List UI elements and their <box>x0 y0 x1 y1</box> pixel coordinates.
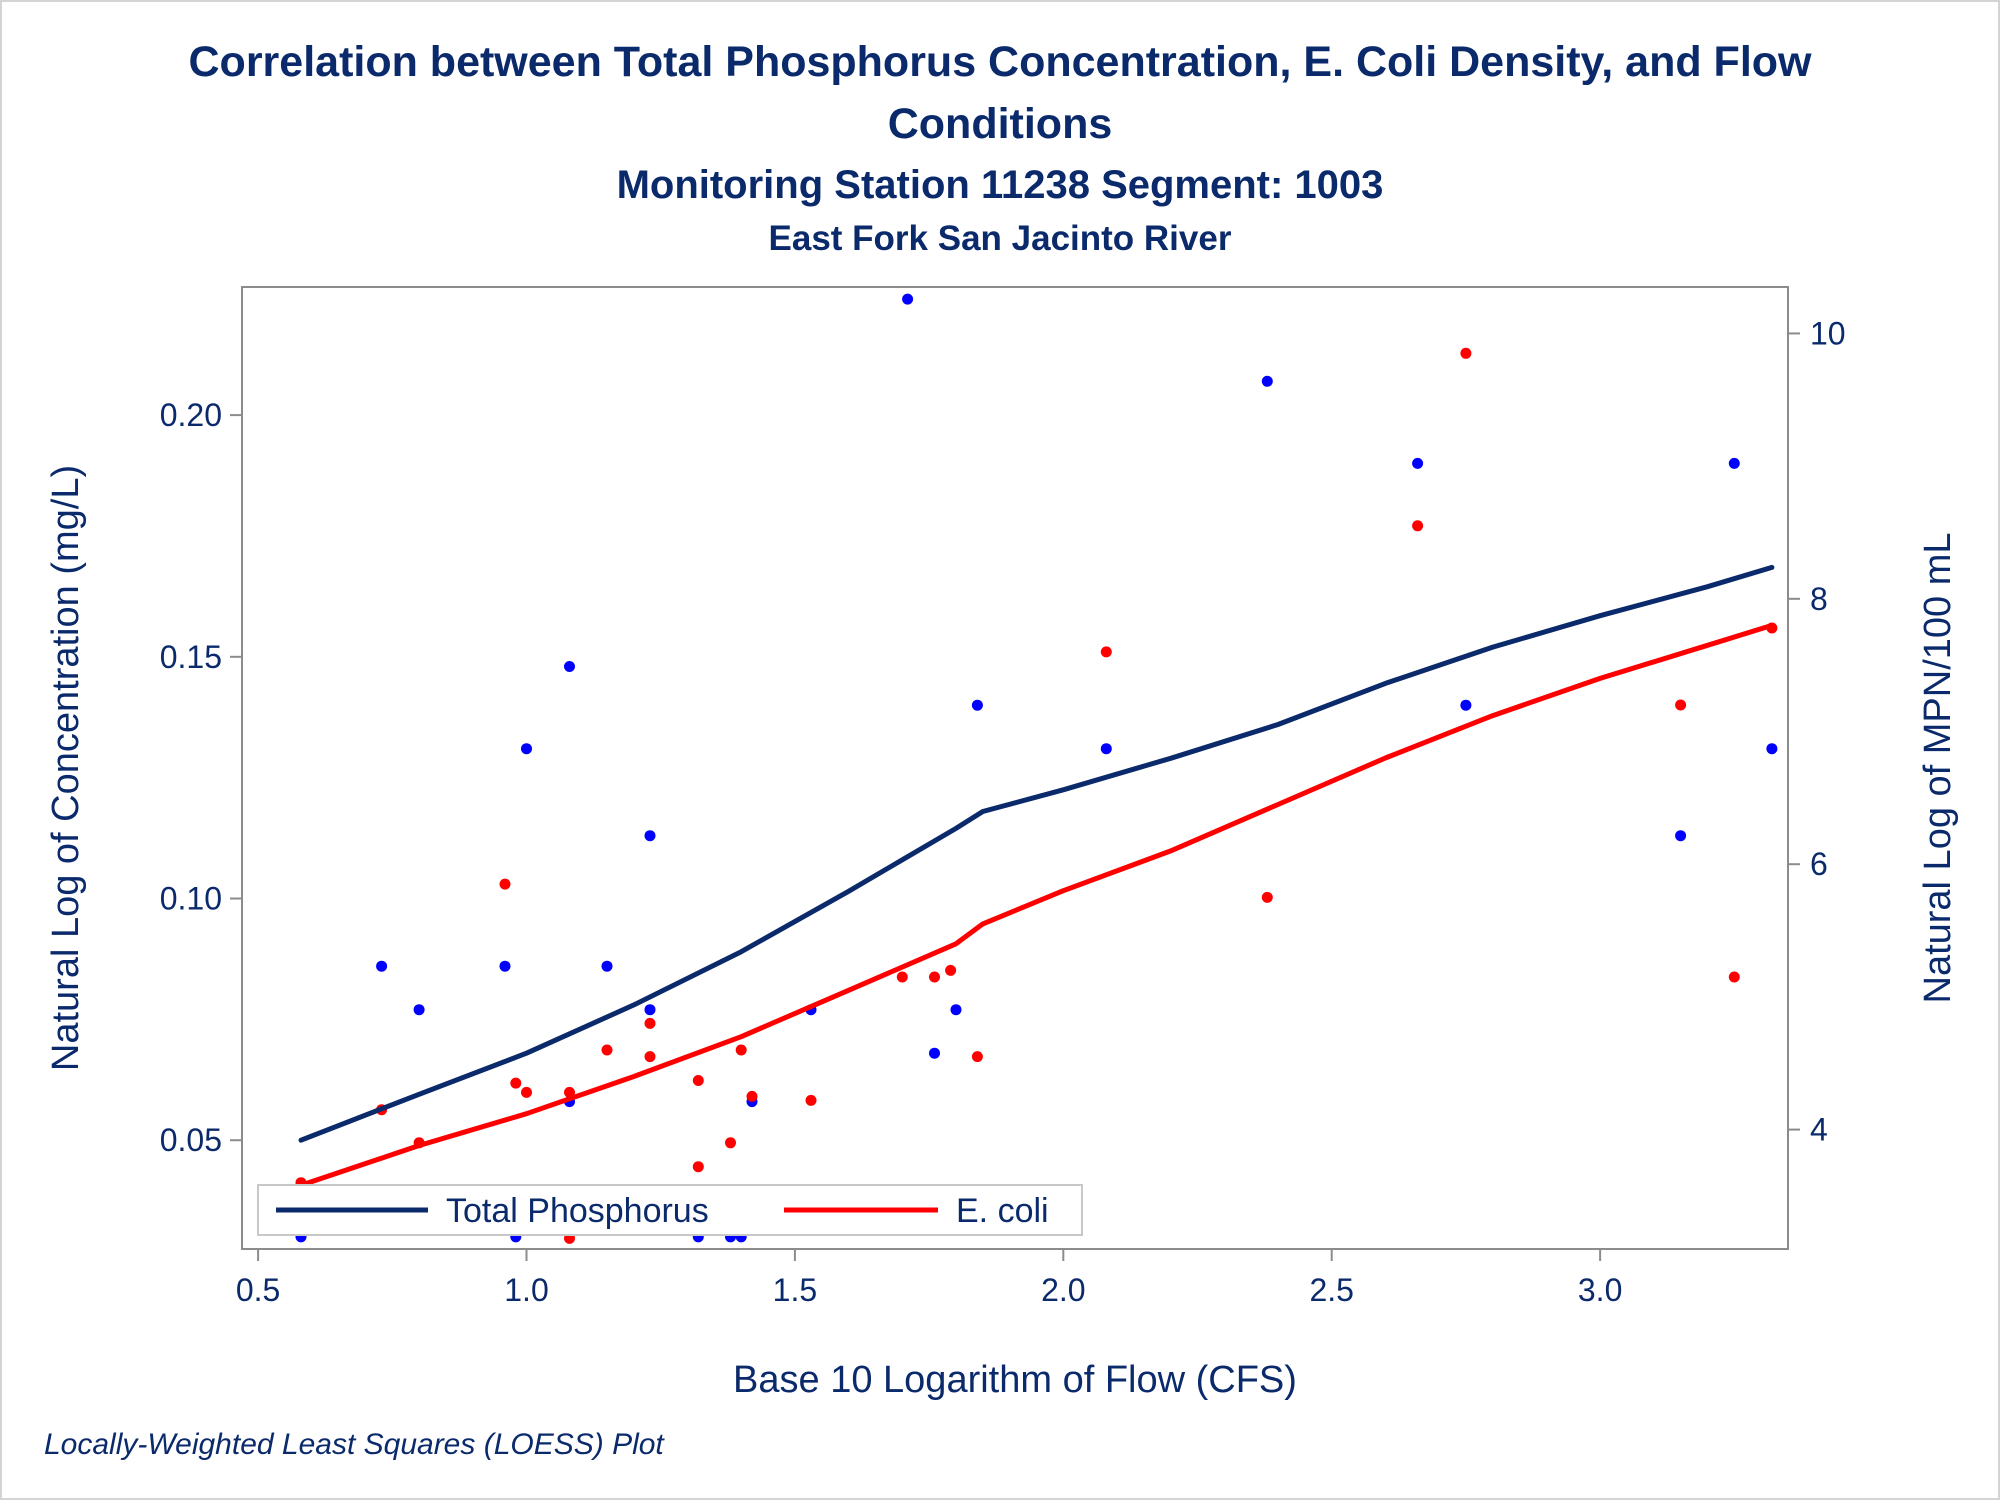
ecoli-data-point <box>644 1051 656 1063</box>
x-tick-label: 0.5 <box>236 1272 280 1308</box>
ecoli-data-point <box>692 1161 704 1173</box>
y-tick-label: 0.10 <box>160 881 222 917</box>
phosphorus-data-point <box>499 960 511 972</box>
axes-layer: 0.5 1.0 1.5 2.0 2.5 3.0 0.05 0.10 0.15 0.20 4 6 8 10 <box>160 315 1846 1308</box>
chart-title: Correlation between Total Phosphorus Con… <box>188 38 1812 86</box>
ecoli-data-point <box>896 971 908 983</box>
chart-subtitle-river: East Fork San Jacinto River <box>768 219 1232 258</box>
phosphorus-data-point <box>1728 457 1740 469</box>
phosphorus-data-point <box>601 960 613 972</box>
ecoli-data-point <box>735 1044 747 1056</box>
ecoli-data-point <box>692 1075 704 1086</box>
ecoli-data-point <box>746 1090 758 1102</box>
ecoli-data-point <box>725 1137 736 1149</box>
chart-subtitle: Monitoring Station 11238 Segment: 1003 <box>616 163 1384 207</box>
phosphorus-data-point <box>644 1004 656 1016</box>
phosphorus-data-point <box>564 661 575 672</box>
data-points-layer <box>295 293 1778 1244</box>
x-axis-title: Base 10 Logarithm of Flow (CFS) <box>733 1359 1297 1401</box>
ecoli-data-point <box>510 1077 522 1089</box>
x-tick-label: 1.5 <box>773 1272 817 1308</box>
y2-tick-label: 4 <box>1810 1112 1828 1148</box>
ecoli-data-point <box>1460 347 1472 359</box>
phosphorus-data-point <box>376 960 388 972</box>
y2-tick-label: 10 <box>1810 315 1846 351</box>
ecoli-loess-line <box>298 622 1775 1188</box>
x-tick-label: 2.0 <box>1041 1272 1085 1308</box>
ecoli-data-point <box>499 878 511 890</box>
legend: Total Phosphorus E. coli <box>257 1184 1083 1236</box>
x-tick-label: 1.0 <box>504 1272 548 1308</box>
plot-area-border <box>241 286 1789 1250</box>
ecoli-data-point <box>929 971 940 983</box>
phosphorus-data-point <box>929 1047 940 1059</box>
phosphorus-loess-line <box>298 564 1775 1143</box>
ecoli-data-point <box>1412 520 1424 532</box>
footnote: Locally-Weighted Least Squares (LOESS) P… <box>44 1428 664 1461</box>
ecoli-data-point <box>805 1094 817 1106</box>
phosphorus-data-point <box>1675 830 1687 842</box>
ecoli-data-point <box>644 1017 656 1029</box>
y2-tick-label: 6 <box>1810 846 1828 882</box>
y2-tick-label: 8 <box>1810 581 1828 617</box>
phosphorus-data-point <box>971 699 983 711</box>
phosphorus-data-point <box>521 743 532 755</box>
y-axis-title: Natural Log of Concentration (mg/L) <box>45 465 87 1071</box>
chart-title-continued: Conditions <box>887 100 1113 148</box>
y-tick-label: 0.15 <box>160 639 222 675</box>
ecoli-data-point <box>564 1086 575 1098</box>
ecoli-data-point <box>1675 699 1687 711</box>
phosphorus-data-point <box>644 830 656 842</box>
ecoli-data-point <box>601 1044 613 1056</box>
x-tick-label: 2.5 <box>1309 1272 1353 1308</box>
y-tick-label: 0.05 <box>160 1122 222 1158</box>
phosphorus-data-point <box>1766 743 1778 755</box>
x-tick-label: 3.0 <box>1578 1272 1622 1308</box>
phosphorus-data-point <box>413 1004 425 1016</box>
phosphorus-data-point <box>1261 375 1273 387</box>
ecoli-data-point <box>971 1051 983 1063</box>
ecoli-data-point <box>1261 891 1273 903</box>
loess-lines-layer <box>298 564 1775 1188</box>
ecoli-data-point <box>1100 646 1112 658</box>
ecoli-data-point <box>945 964 957 976</box>
y2-axis-title: Natural Log of MPN/100 mL <box>1917 532 1959 1003</box>
phosphorus-data-point <box>1460 699 1472 711</box>
ecoli-data-point <box>521 1086 532 1098</box>
phosphorus-data-point <box>1100 743 1112 755</box>
phosphorus-data-point <box>950 1004 962 1016</box>
legend-label-ecoli: E. coli <box>956 1192 1049 1230</box>
phosphorus-data-point <box>902 293 914 305</box>
ecoli-data-point <box>1728 971 1740 983</box>
phosphorus-data-point <box>1412 457 1424 469</box>
legend-label-phosphorus: Total Phosphorus <box>446 1192 709 1230</box>
y-tick-label: 0.20 <box>160 397 222 433</box>
